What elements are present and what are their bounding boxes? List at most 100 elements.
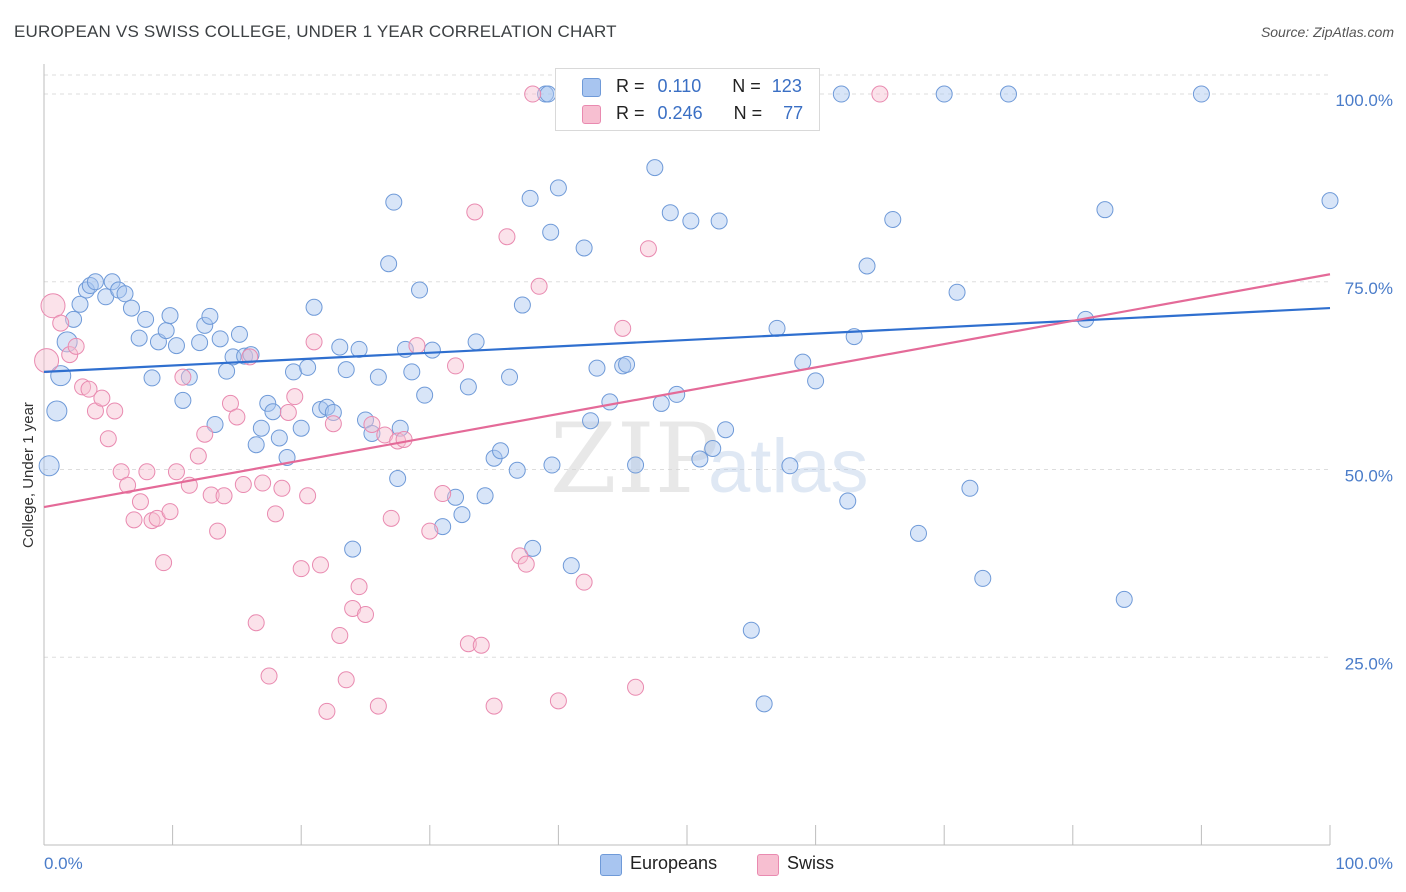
europeans-label: Europeans — [630, 853, 718, 873]
europeans-point — [218, 362, 236, 380]
legend-r-value: 0.110 — [657, 76, 702, 96]
europeans-point — [1115, 590, 1133, 608]
swiss-point — [350, 578, 368, 596]
swiss-point — [286, 388, 304, 406]
y-tick-label: 100.0% — [1335, 91, 1393, 110]
europeans-point — [935, 85, 953, 103]
europeans-point — [130, 329, 148, 347]
europeans-point — [832, 85, 850, 103]
europeans-point — [704, 439, 722, 457]
europeans-point — [167, 337, 185, 355]
swiss-point — [74, 378, 92, 396]
swiss-point — [331, 626, 349, 644]
swiss-point — [138, 463, 156, 481]
europeans-point — [646, 159, 664, 177]
europeans-point — [539, 85, 557, 103]
swiss-point — [155, 554, 173, 572]
europeans-point — [86, 273, 104, 291]
europeans-point — [311, 400, 329, 418]
swiss-point — [279, 403, 297, 421]
europeans-point — [710, 212, 728, 230]
europeans-point — [513, 296, 531, 314]
swiss-point — [363, 415, 381, 433]
europeans-point — [618, 355, 636, 373]
swiss-point — [266, 505, 284, 523]
europeans-point — [601, 393, 619, 411]
europeans-point — [652, 394, 670, 412]
europeans-point — [270, 429, 288, 447]
watermark-zip: ZIP — [550, 403, 719, 515]
swiss-point — [408, 337, 426, 355]
europeans-point — [350, 340, 368, 358]
europeans-point — [562, 557, 580, 575]
europeans-point — [839, 492, 857, 510]
axes — [43, 64, 1331, 846]
europeans-point — [447, 488, 465, 506]
legend-n-label: N = — [733, 103, 763, 123]
swiss-point — [247, 614, 265, 632]
europeans-point — [717, 421, 735, 439]
tick-labels: 25.0% 50.0% 75.0% 100.0% 0.0% 100.0% — [44, 91, 1393, 873]
watermark-atlas: atlas — [708, 424, 869, 509]
swiss-point — [305, 333, 323, 351]
legend-swatch-europeans — [582, 78, 601, 97]
swiss-point — [369, 697, 387, 715]
europeans-point — [974, 569, 992, 587]
europeans-point — [691, 450, 709, 468]
swiss-point — [228, 408, 246, 426]
europeans-point — [467, 333, 485, 351]
y-tick-label: 75.0% — [1345, 279, 1393, 298]
legend-r-label: R = — [616, 103, 645, 123]
europeans-point — [582, 412, 600, 430]
europeans-point — [588, 359, 606, 377]
europeans-point — [1321, 192, 1339, 210]
europeans-point — [627, 456, 645, 474]
europeans-point — [884, 210, 902, 228]
watermark: ZIP atlas — [550, 403, 869, 515]
swiss-points — [34, 85, 889, 720]
europeans-point — [252, 419, 270, 437]
swiss-point — [871, 85, 889, 103]
swiss-label: Swiss — [787, 853, 835, 873]
europeans-point — [858, 257, 876, 275]
swiss-point — [99, 430, 117, 448]
swiss-point — [80, 380, 98, 398]
legend-n-value: 77 — [783, 103, 804, 123]
swiss-point — [337, 671, 355, 689]
swiss-point — [292, 560, 310, 578]
y-axis-title: College, Under 1 year — [20, 402, 37, 548]
europeans-point — [196, 316, 214, 334]
europeans-point — [369, 368, 387, 386]
swiss-point — [40, 293, 66, 319]
swiss-point — [498, 228, 516, 246]
europeans-point — [755, 695, 773, 713]
legend-r-label: R = — [616, 76, 645, 96]
europeans-point — [363, 424, 381, 442]
europeans-point — [143, 369, 161, 387]
swiss-point — [215, 487, 233, 505]
europeans-point — [116, 285, 134, 303]
swiss-point — [106, 402, 124, 420]
trend-lines — [43, 273, 1331, 509]
europeans-point — [230, 325, 248, 343]
swiss-point — [119, 476, 137, 494]
swiss-point — [273, 479, 291, 497]
europeans-point — [549, 179, 567, 197]
europeans-point — [264, 403, 282, 421]
europeans-point — [543, 456, 561, 474]
swiss-point — [311, 556, 329, 574]
europeans-point — [781, 457, 799, 475]
swiss-point — [395, 430, 413, 448]
europeans-point — [122, 299, 140, 317]
swiss-point — [318, 702, 336, 720]
europeans-point — [661, 204, 679, 222]
x-tick-label: 0.0% — [44, 854, 83, 873]
swiss-point — [125, 511, 143, 529]
europeans-point — [453, 506, 471, 524]
swiss-point — [34, 348, 60, 374]
swiss-point — [466, 203, 484, 221]
europeans-point — [299, 358, 317, 376]
swiss-point — [174, 368, 192, 386]
swiss-point — [614, 319, 632, 337]
europeans-point — [542, 223, 560, 241]
